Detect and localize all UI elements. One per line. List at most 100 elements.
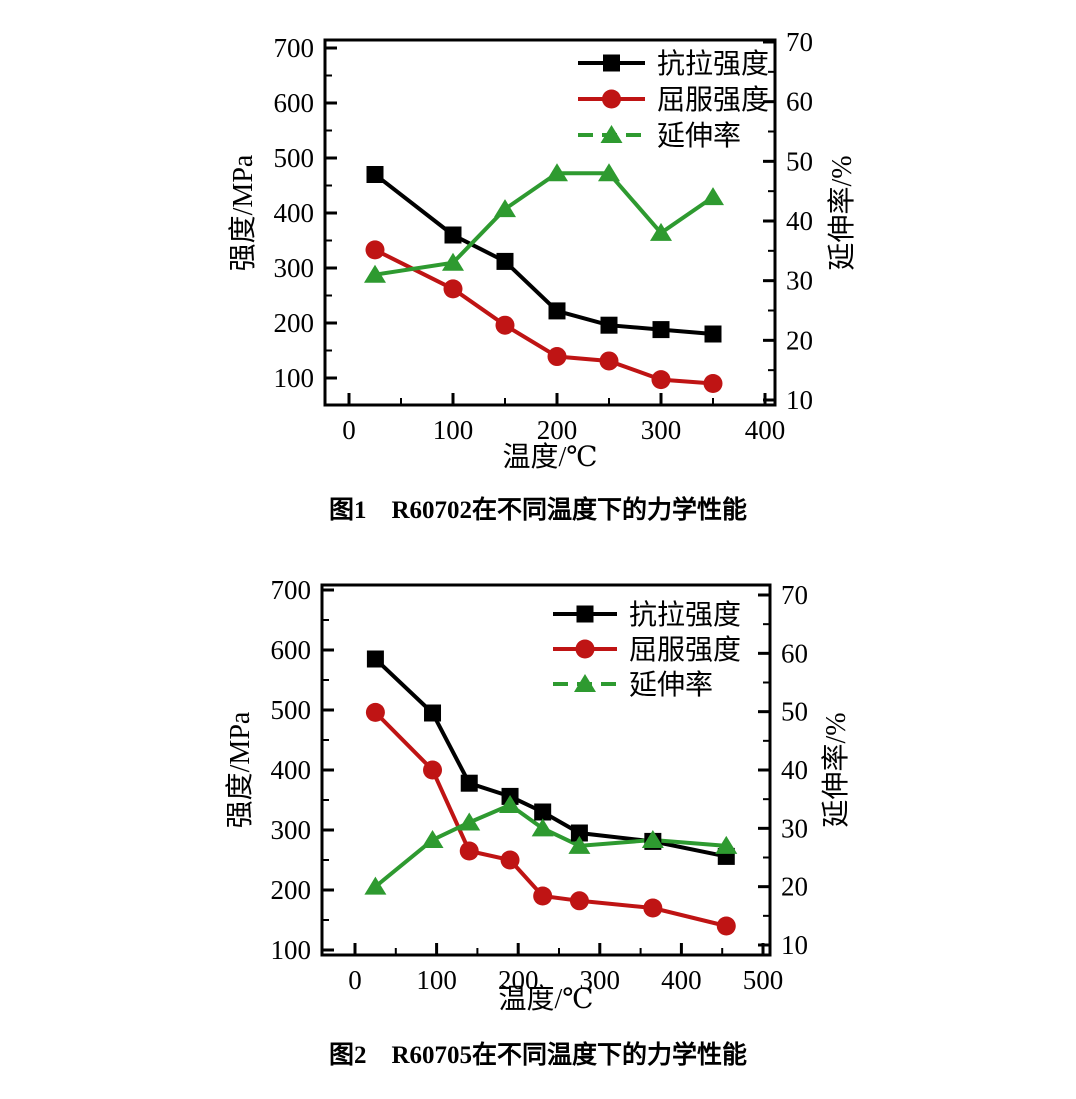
x-axis-tick-label: 100: [416, 965, 457, 995]
legend-marker-0: [576, 605, 594, 623]
data-point-marker-0: [424, 704, 442, 722]
data-point-marker-0: [570, 824, 588, 842]
data-point-marker-2: [458, 812, 481, 831]
data-point-marker-1: [423, 760, 443, 780]
data-point-marker-0: [444, 226, 462, 244]
y-right-tick-label: 40: [781, 755, 808, 785]
x-axis-tick-label: 400: [745, 415, 786, 445]
y-left-tick-label: 600: [271, 635, 312, 665]
series-line-0: [373, 172, 714, 336]
series-line-2: [374, 802, 727, 889]
legend-marker-2: [600, 125, 623, 143]
figure-2-caption: 图2 R60705在不同温度下的力学性能: [328, 1042, 748, 1069]
data-point-marker-0: [366, 650, 384, 668]
series-line-1: [373, 710, 727, 928]
y-right-tick-label: 50: [786, 146, 813, 176]
legend-label-1: 屈服强度: [657, 84, 769, 116]
legend-marker-1: [575, 639, 595, 659]
data-point-marker-1: [643, 898, 663, 918]
legend-marker-2: [574, 674, 596, 692]
legend-label-0: 抗拉强度: [629, 599, 741, 631]
data-point-marker-1: [459, 841, 479, 861]
y-left-tick-label: 300: [274, 253, 315, 283]
y-left-tick-label: 700: [274, 33, 315, 63]
y-left-tick-label: 700: [271, 575, 312, 605]
data-point-marker-0: [600, 316, 618, 334]
legend-label-2: 延伸率: [629, 669, 713, 701]
data-point-marker-2: [364, 876, 387, 895]
data-point-marker-0: [534, 803, 552, 821]
y-right-tick-label: 30: [786, 266, 813, 296]
y-right-tick-label: 70: [781, 580, 808, 610]
legend-label-1: 屈服强度: [629, 634, 741, 666]
data-point-marker-0: [366, 166, 384, 183]
x-axis-tick-label: 0: [342, 415, 356, 445]
y-left-tick-label: 300: [271, 815, 312, 845]
data-point-marker-0: [704, 325, 722, 343]
y-right-tick-label: 40: [786, 206, 813, 236]
y-right-axis-title: 延伸率/%: [820, 712, 852, 827]
y-left-tick-label: 200: [271, 875, 312, 905]
data-point-marker-2: [546, 163, 568, 182]
x-axis-title: 温度/℃: [502, 441, 597, 473]
y-left-axis-title: 强度/MPa: [227, 154, 259, 271]
y-right-tick-label: 60: [786, 87, 813, 117]
data-point-marker-1: [533, 886, 553, 906]
y-left-tick-label: 100: [274, 363, 315, 393]
y-left-tick-label: 100: [271, 935, 312, 965]
series-line-1: [374, 248, 714, 386]
series-line-2: [374, 171, 715, 277]
x-axis-tick-label: 200: [537, 415, 578, 445]
legend-label-2: 延伸率: [657, 120, 741, 152]
y-right-tick-label: 70: [786, 27, 813, 57]
data-point-marker-0: [548, 302, 566, 320]
x-axis-tick-label: 400: [661, 965, 702, 995]
y-left-tick-label: 500: [274, 143, 315, 173]
x-axis-tick-label: 100: [433, 415, 474, 445]
data-point-marker-2: [364, 264, 386, 283]
legend-marker-0: [603, 54, 620, 72]
legend-label-0: 抗拉强度: [657, 48, 769, 80]
data-point-marker-1: [703, 374, 723, 393]
y-right-tick-label: 50: [781, 697, 808, 727]
y-right-tick-label: 20: [786, 325, 813, 355]
data-point-marker-2: [531, 818, 554, 837]
x-axis-tick-label: 200: [498, 965, 539, 995]
data-point-marker-0: [460, 774, 478, 792]
y-left-tick-label: 600: [274, 88, 315, 118]
data-point-marker-1: [651, 370, 671, 390]
data-point-marker-2: [421, 830, 444, 848]
y-right-axis-title: 延伸率/%: [826, 155, 858, 270]
data-point-marker-1: [365, 240, 385, 260]
y-right-tick-label: 10: [786, 385, 813, 415]
y-right-tick-label: 30: [781, 813, 808, 843]
y-right-tick-label: 60: [781, 638, 808, 668]
y-left-tick-label: 500: [271, 695, 312, 725]
y-left-axis-title: 强度/MPa: [224, 711, 256, 828]
data-point-marker-1: [547, 347, 567, 367]
data-point-marker-2: [650, 222, 672, 241]
data-point-marker-2: [568, 835, 591, 854]
data-point-marker-2: [499, 795, 522, 813]
x-axis-tick-label: 500: [743, 965, 784, 995]
y-left-tick-label: 400: [271, 755, 312, 785]
data-point-marker-1: [365, 702, 385, 722]
data-point-marker-1: [569, 891, 589, 911]
data-point-marker-2: [442, 252, 464, 271]
data-point-marker-0: [652, 321, 670, 339]
data-point-marker-0: [496, 252, 514, 270]
data-point-marker-2: [715, 835, 738, 854]
y-left-tick-label: 200: [274, 308, 315, 338]
data-point-marker-1: [599, 351, 619, 371]
figure-1-caption: 图1 R60702在不同温度下的力学性能: [328, 497, 748, 524]
data-point-marker-2: [702, 187, 724, 206]
y-right-tick-label: 20: [781, 872, 808, 902]
y-right-tick-label: 10: [781, 930, 808, 960]
data-point-marker-2: [641, 830, 664, 848]
data-point-marker-1: [443, 279, 463, 299]
x-axis-title: 温度/℃: [498, 983, 593, 1015]
legend-marker-1: [602, 89, 621, 109]
